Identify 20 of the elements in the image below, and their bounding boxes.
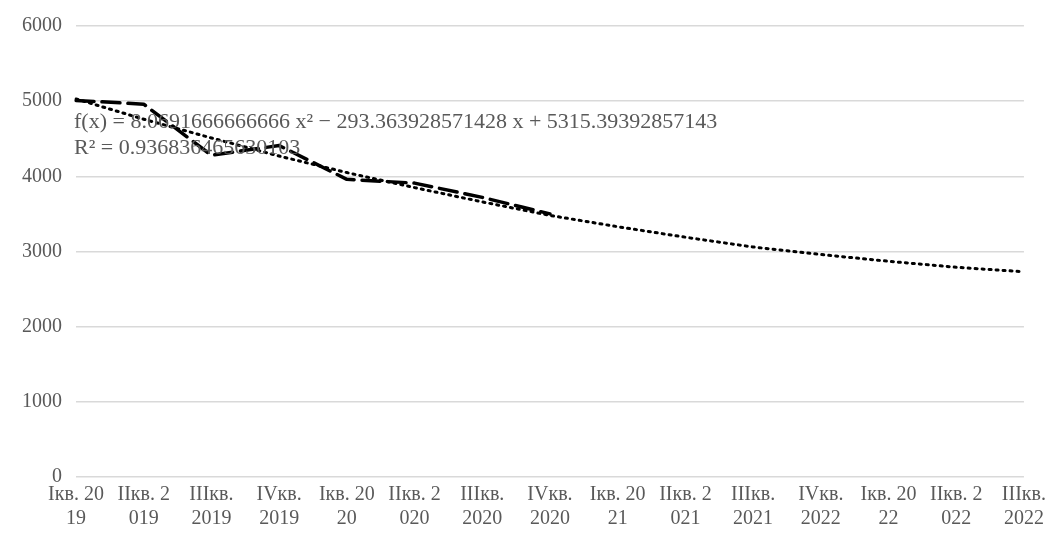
x-tick-label: IIIкв. 2019 — [189, 482, 234, 529]
x-tick-label: IVкв. 2022 — [798, 482, 844, 529]
x-tick-label: IIкв. 2019 — [117, 482, 170, 529]
y-tick-label: 2000 — [22, 313, 62, 336]
y-tick-label: 5000 — [22, 88, 62, 111]
x-tick-label: IIIкв. 2022 — [1001, 482, 1046, 529]
x-tick-label: IIIкв. 2021 — [731, 482, 776, 529]
x-tick-label: IIIкв. 2020 — [460, 482, 505, 529]
x-tick-label: IVкв. 2019 — [256, 482, 302, 529]
x-tick-label: Iкв. 2021 — [589, 482, 646, 529]
x-tick-label: IVкв. 2020 — [527, 482, 573, 529]
x-tick-label: IIкв. 2020 — [388, 482, 441, 529]
x-tick-label: Iкв. 2022 — [860, 482, 917, 529]
y-tick-label: 4000 — [22, 163, 62, 186]
x-tick-label: Iкв. 2020 — [318, 482, 375, 529]
y-tick-label: 1000 — [22, 389, 62, 412]
x-tick-label: IIкв. 2021 — [659, 482, 712, 529]
y-tick-label: 6000 — [22, 13, 62, 36]
y-tick-label: 3000 — [22, 238, 62, 261]
x-tick-label: IIкв. 2022 — [929, 482, 983, 529]
